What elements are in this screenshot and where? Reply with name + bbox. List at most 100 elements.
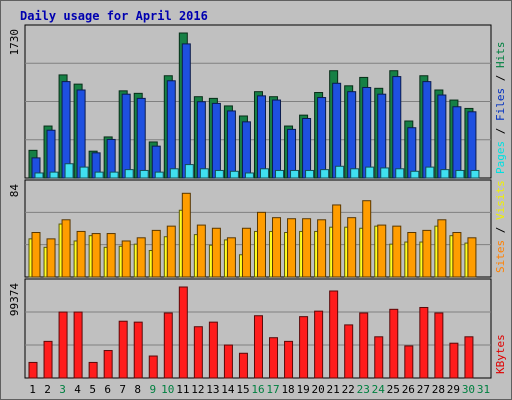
legend-kbytes: KBytes [494, 334, 507, 374]
bar-pages-day-13 [214, 169, 224, 179]
bar-sites-day-17 [272, 217, 282, 278]
x-tick-label: 24 [372, 383, 386, 396]
bar-files-day-4 [76, 89, 86, 179]
bar-files-day-22 [347, 91, 357, 179]
bar-pages-day-20 [320, 169, 330, 179]
bar-kbytes-day-21 [329, 290, 339, 379]
bar-files-day-21 [332, 82, 342, 179]
bar-pages-day-6 [109, 171, 119, 179]
bar-pages-day-2 [49, 171, 59, 179]
bar-sites-day-6 [106, 233, 116, 278]
bar-pages-day-9 [154, 171, 164, 179]
x-tick-label: 14 [221, 383, 235, 396]
x-tick-label: 4 [74, 383, 81, 396]
bar-kbytes-day-24 [374, 336, 384, 379]
bar-files-day-25 [392, 76, 402, 179]
legend-visits-sites: Sites / Visits [494, 180, 507, 273]
panel-visits-sites: 84 Sites / Visits [8, 179, 507, 278]
bar-kbytes-day-20 [314, 310, 324, 379]
bar-kbytes-day-15 [238, 352, 248, 379]
bar-sites-day-29 [452, 232, 462, 278]
x-tick-label: 17 [266, 383, 279, 396]
bar-kbytes-day-18 [284, 340, 294, 379]
bar-files-day-13 [211, 102, 221, 179]
bar-files-day-24 [377, 93, 387, 179]
bar-pages-day-8 [139, 169, 149, 179]
bar-pages-day-25 [395, 168, 405, 179]
bar-kbytes-day-12 [193, 326, 203, 379]
bar-pages-day-28 [440, 169, 450, 179]
legend-item: / [494, 121, 507, 141]
bar-kbytes-day-17 [269, 337, 279, 379]
bar-files-day-15 [241, 121, 251, 179]
bar-sites-day-5 [91, 233, 101, 278]
bar-files-day-30 [467, 111, 477, 179]
bar-files-day-10 [166, 80, 176, 179]
bar-sites-day-4 [76, 230, 86, 278]
bar-kbytes-day-30 [464, 336, 474, 379]
bar-kbytes-day-28 [434, 312, 444, 379]
bar-kbytes-day-19 [299, 316, 309, 379]
bar-sites-day-9 [151, 229, 161, 278]
y-max-label: 84 [8, 184, 21, 198]
x-tick-label: 7 [119, 383, 126, 396]
bar-kbytes-day-11 [178, 286, 188, 379]
legend-item: Files [494, 88, 507, 121]
bar-sites-day-12 [196, 224, 206, 278]
bar-sites-day-10 [166, 225, 176, 278]
x-tick-label: 22 [342, 383, 355, 396]
bar-sites-day-7 [121, 240, 131, 278]
bar-kbytes-day-13 [208, 321, 218, 379]
bar-kbytes-day-10 [163, 312, 173, 379]
bar-sites-day-25 [392, 225, 402, 278]
x-tick-label: 21 [327, 383, 340, 396]
bar-sites-day-28 [437, 219, 447, 278]
x-tick-label: 26 [402, 383, 415, 396]
bar-files-day-14 [226, 110, 236, 179]
x-tick-label: 23 [357, 383, 370, 396]
x-tick-label: 28 [432, 383, 445, 396]
x-tick-label: 19 [296, 383, 309, 396]
bar-files-day-2 [46, 129, 56, 179]
bar-pages-day-17 [275, 169, 285, 179]
x-tick-label: 3 [59, 383, 66, 396]
x-tick-label: 5 [89, 383, 96, 396]
x-tick-label: 12 [191, 383, 204, 396]
bar-sites-day-1 [31, 232, 41, 278]
y-max-label: 99374 [8, 283, 21, 316]
bar-sites-day-14 [226, 237, 236, 278]
bar-kbytes-day-2 [43, 340, 53, 379]
bar-files-day-12 [196, 101, 206, 179]
bar-files-day-8 [136, 97, 146, 179]
bar-pages-day-16 [259, 168, 269, 179]
bar-files-day-11 [181, 43, 191, 179]
bar-kbytes-day-3 [58, 311, 68, 379]
bar-kbytes-day-14 [223, 344, 233, 379]
bar-sites-day-8 [136, 237, 146, 278]
bar-kbytes-day-8 [133, 321, 143, 379]
bar-files-day-17 [272, 99, 282, 179]
bar-sites-day-3 [61, 219, 71, 278]
bar-sites-day-20 [317, 219, 327, 278]
bar-sites-day-22 [347, 217, 357, 278]
legend-item: / [494, 220, 507, 240]
bar-kbytes-day-7 [118, 320, 128, 379]
bar-pages-day-27 [425, 166, 435, 179]
x-tick-label: 27 [417, 383, 430, 396]
panel-kbytes: 99374 KBytes [8, 278, 507, 379]
x-tick-label: 6 [104, 383, 111, 396]
bar-sites-day-27 [422, 229, 432, 278]
bar-files-day-16 [256, 95, 266, 179]
chart-title: Daily usage for April 2016 [20, 9, 208, 23]
bar-pages-day-21 [335, 165, 345, 179]
legend-item: Pages [494, 141, 507, 174]
x-tick-label: 2 [44, 383, 51, 396]
bar-files-day-27 [422, 81, 432, 179]
bar-pages-day-23 [365, 166, 375, 179]
bar-sites-day-18 [287, 218, 297, 278]
bar-pages-day-19 [305, 169, 315, 179]
bar-sites-day-30 [467, 237, 477, 278]
bar-pages-day-12 [199, 168, 209, 179]
bar-kbytes-day-1 [28, 361, 38, 379]
bar-sites-day-15 [241, 227, 251, 278]
